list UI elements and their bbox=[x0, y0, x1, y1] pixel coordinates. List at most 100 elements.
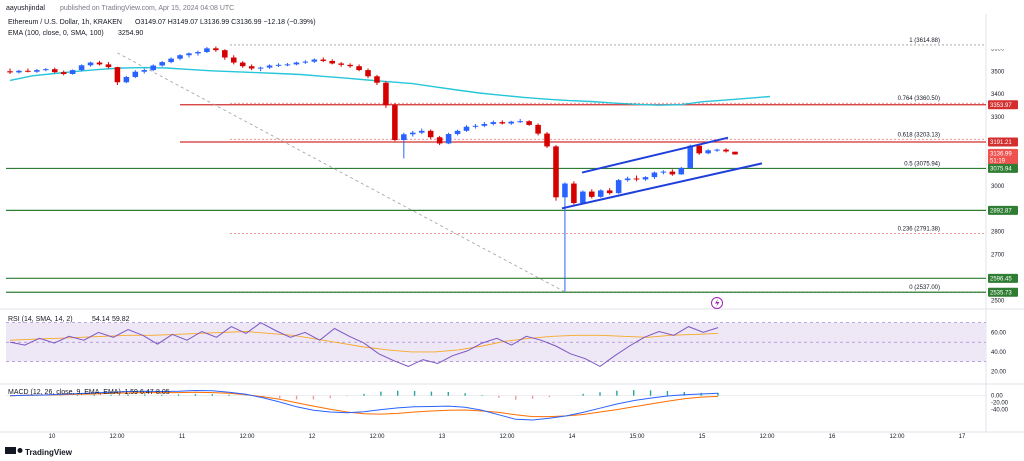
candle-body bbox=[320, 59, 327, 61]
rsi-band-fill bbox=[6, 322, 986, 362]
price-axis-tag-label: 3136.99 bbox=[990, 152, 1012, 158]
fib-level-label: 0.764 (3360.50) bbox=[898, 96, 940, 102]
time-tick-label: 10 bbox=[49, 434, 56, 440]
candle-body bbox=[204, 48, 210, 52]
candle-body bbox=[257, 67, 264, 69]
candle-body bbox=[383, 82, 389, 106]
fib-anchor-trend-line bbox=[117, 52, 566, 293]
macd-line bbox=[9, 389, 719, 421]
candle-body bbox=[150, 65, 156, 71]
candle-body bbox=[87, 62, 94, 66]
price-axis-tag bbox=[988, 148, 1018, 158]
price-axis-tag bbox=[988, 287, 1018, 297]
price-axis-tag-label: 3075.94 bbox=[990, 167, 1012, 173]
lightning-icon[interactable] bbox=[711, 297, 723, 309]
macd-tick-label: -40.00 bbox=[991, 408, 1009, 414]
fib-level-label: 0.236 (2791.38) bbox=[898, 227, 940, 233]
price-axis-tag bbox=[988, 40, 1018, 50]
rsi-panel: 20.00 40.00 60.00 bbox=[6, 322, 1007, 375]
price-axis-tag-label: 3191.21 bbox=[990, 140, 1012, 146]
candle-body bbox=[445, 134, 452, 144]
price-tick-label: 2800 bbox=[991, 230, 1005, 236]
candle-body bbox=[427, 130, 434, 138]
candle-body bbox=[553, 146, 559, 198]
candle-body bbox=[123, 76, 130, 83]
time-tick-label: 11 bbox=[179, 434, 186, 440]
candle-body bbox=[159, 62, 165, 66]
candle-body bbox=[105, 64, 112, 68]
ema-100-line bbox=[9, 66, 771, 106]
channel-lower-line bbox=[561, 162, 763, 210]
candle-body bbox=[275, 64, 282, 66]
ohlc-values: O3149.07 H3149.07 L3136.99 C3136.99 −12.… bbox=[135, 19, 316, 26]
candle-body bbox=[186, 53, 192, 56]
price-tick-label: 2700 bbox=[991, 253, 1005, 259]
published-line: published on TradingView.com, Apr 15, 20… bbox=[60, 5, 234, 12]
candle-body bbox=[230, 57, 237, 63]
candle-body bbox=[239, 62, 246, 67]
candle-body bbox=[732, 151, 738, 155]
rsi-line bbox=[9, 322, 719, 367]
candle-body bbox=[213, 48, 219, 51]
price-axis-tag bbox=[988, 155, 1018, 165]
price-axis-tag-label: 3614.88 bbox=[990, 43, 1012, 49]
candle-body bbox=[132, 71, 139, 77]
candle-body bbox=[624, 178, 631, 181]
candle-body bbox=[571, 183, 577, 204]
candle-body bbox=[606, 190, 613, 194]
time-tick-label: 16 bbox=[829, 434, 836, 440]
macd-tick-label: -20.00 bbox=[991, 401, 1009, 407]
candle-body bbox=[329, 60, 335, 64]
candle-body bbox=[338, 63, 344, 65]
fib-level-label: 1 (3614.88) bbox=[909, 38, 940, 44]
candle-body bbox=[293, 62, 300, 65]
macd-legend-value-3: 8.05 bbox=[156, 389, 170, 396]
candle-body bbox=[401, 134, 407, 140]
price-tick-label: 3300 bbox=[991, 115, 1005, 121]
candle-body bbox=[544, 133, 550, 147]
price-axis-tag bbox=[988, 205, 1018, 215]
candle-body bbox=[374, 76, 380, 83]
candle-body bbox=[25, 70, 31, 72]
price-axis-tag-label: 2596.45 bbox=[990, 277, 1012, 283]
rsi-legend-value-1: 54.14 bbox=[92, 316, 110, 323]
candle-body bbox=[51, 69, 58, 73]
macd-panel: 0.00-20.00-40.00 bbox=[6, 389, 1009, 421]
rsi-tick-label: 40.00 bbox=[991, 350, 1007, 356]
time-tick-label: 12:00 bbox=[889, 434, 905, 440]
candle-body bbox=[177, 55, 183, 59]
time-tick-label: 12:00 bbox=[759, 434, 775, 440]
candle-body bbox=[284, 64, 291, 66]
candle-body bbox=[669, 171, 676, 175]
candle-body bbox=[311, 59, 318, 62]
candle-body bbox=[705, 150, 711, 154]
time-tick-label: 12:00 bbox=[369, 434, 385, 440]
candle-body bbox=[517, 121, 523, 123]
candle-body bbox=[651, 172, 658, 178]
candle-body bbox=[141, 70, 148, 72]
candle-body bbox=[696, 145, 702, 154]
candle-body bbox=[463, 126, 470, 131]
candle-body bbox=[365, 70, 371, 77]
candle-body bbox=[660, 171, 667, 173]
price-axis-tag bbox=[988, 137, 1018, 147]
candle-body bbox=[34, 70, 40, 72]
price-tick-label: 3400 bbox=[991, 92, 1005, 98]
price-axis-tag-label: 2535.73 bbox=[990, 290, 1012, 296]
rsi-legend-value-2: 59.82 bbox=[112, 316, 130, 323]
candle-body bbox=[60, 72, 67, 74]
candle-body bbox=[508, 121, 515, 124]
candle-body bbox=[580, 191, 586, 204]
candle-body bbox=[168, 58, 174, 63]
candle-body bbox=[481, 123, 488, 126]
price-tick-label: 2500 bbox=[991, 298, 1005, 304]
candle-body bbox=[43, 69, 49, 71]
candle-body bbox=[195, 52, 201, 54]
candle-body bbox=[526, 121, 532, 125]
candle-body bbox=[687, 145, 694, 168]
macd-tick-label: 0.00 bbox=[991, 394, 1003, 400]
channel-upper-line bbox=[581, 136, 729, 174]
candle-body bbox=[472, 125, 479, 127]
time-tick-label: 12 bbox=[309, 434, 316, 440]
